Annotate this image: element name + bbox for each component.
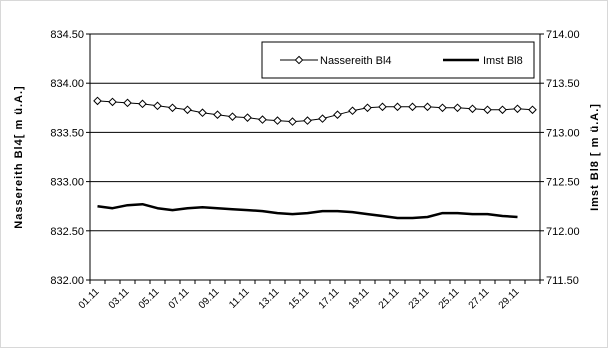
data-point-marker	[198, 108, 207, 118]
x-tick-label: 11.11	[227, 286, 252, 311]
data-point-marker	[408, 102, 417, 112]
x-tick-label: 03.11	[107, 286, 132, 311]
data-point-marker	[243, 113, 252, 122]
x-tick-label: 05.11	[137, 286, 162, 311]
data-point-marker	[123, 98, 132, 108]
y-axis-title-left: Nassereith Bl4[ m ü.A.]	[13, 85, 25, 228]
data-point-marker	[483, 105, 492, 115]
data-point-marker	[183, 105, 192, 115]
data-point-marker	[318, 114, 327, 123]
x-tick-label: 17.11	[317, 286, 342, 311]
data-point-marker	[273, 116, 282, 125]
y-tick-label-right: 714.00	[546, 29, 580, 41]
data-point-marker	[303, 116, 312, 125]
y-tick-label-left: 833.00	[50, 177, 84, 189]
x-tick-label: 15.11	[287, 286, 312, 311]
data-point-marker	[453, 103, 462, 113]
data-point-marker	[213, 110, 222, 119]
data-point-marker	[468, 104, 477, 114]
legend: Nassereith Bl4 Imst Bl8	[261, 41, 535, 79]
y-tick-label-right: 713.50	[546, 78, 580, 90]
data-point-marker	[363, 103, 372, 113]
legend-label-imst: Imst Bl8	[483, 55, 523, 67]
x-tick-label: 27.11	[467, 286, 492, 311]
x-tick-label: 29.11	[497, 286, 522, 311]
y-tick-label-right: 712.50	[546, 177, 580, 189]
y-tick-label-right: 711.50	[546, 275, 579, 287]
x-tick-label: 21.11	[377, 286, 402, 311]
y-tick-label-right: 713.00	[546, 127, 580, 139]
series-line-1	[97, 100, 533, 123]
series-line-2	[97, 202, 518, 220]
data-point-marker	[528, 105, 537, 115]
data-point-marker	[138, 99, 147, 109]
series-lines	[93, 96, 537, 220]
x-tick-label: 23.11	[407, 286, 432, 311]
data-point-marker	[108, 97, 117, 107]
x-tick-label: 01.11	[77, 286, 102, 311]
data-point-marker	[258, 115, 267, 124]
data-point-marker	[168, 103, 177, 113]
x-tick-label: 19.11	[347, 286, 372, 311]
y-tick-label-left: 834.50	[50, 29, 84, 41]
x-tick-label: 13.11	[257, 286, 282, 311]
data-point-marker	[288, 117, 297, 126]
data-point-marker	[513, 104, 522, 114]
data-point-marker	[228, 112, 237, 121]
x-tick-label: 09.11	[197, 286, 222, 311]
legend-label-nassereith: Nassereith Bl4	[320, 55, 392, 67]
y-tick-label-left: 832.00	[50, 275, 84, 287]
x-tick-label: 25.11	[437, 286, 462, 311]
data-point-marker	[438, 103, 447, 113]
data-point-marker	[333, 110, 342, 119]
data-point-marker	[153, 101, 162, 111]
axis-ticks	[86, 33, 544, 284]
legend-diamond-marker	[294, 55, 304, 65]
data-point-marker	[93, 96, 102, 106]
y-tick-label-left: 834.00	[50, 78, 84, 90]
data-point-marker	[348, 106, 357, 116]
y-tick-label-left: 832.50	[50, 226, 84, 238]
y-axis-title-right: Imst Bl8 [ m ü.A.]	[589, 103, 601, 211]
data-point-marker	[423, 102, 432, 112]
y-tick-label-left: 833.50	[50, 127, 84, 139]
gridlines	[90, 82, 540, 232]
data-point-marker	[378, 102, 387, 112]
x-tick-label: 07.11	[167, 286, 192, 311]
data-point-marker	[498, 105, 507, 115]
data-point-marker	[393, 102, 402, 112]
y-tick-label-right: 712.00	[546, 226, 580, 238]
